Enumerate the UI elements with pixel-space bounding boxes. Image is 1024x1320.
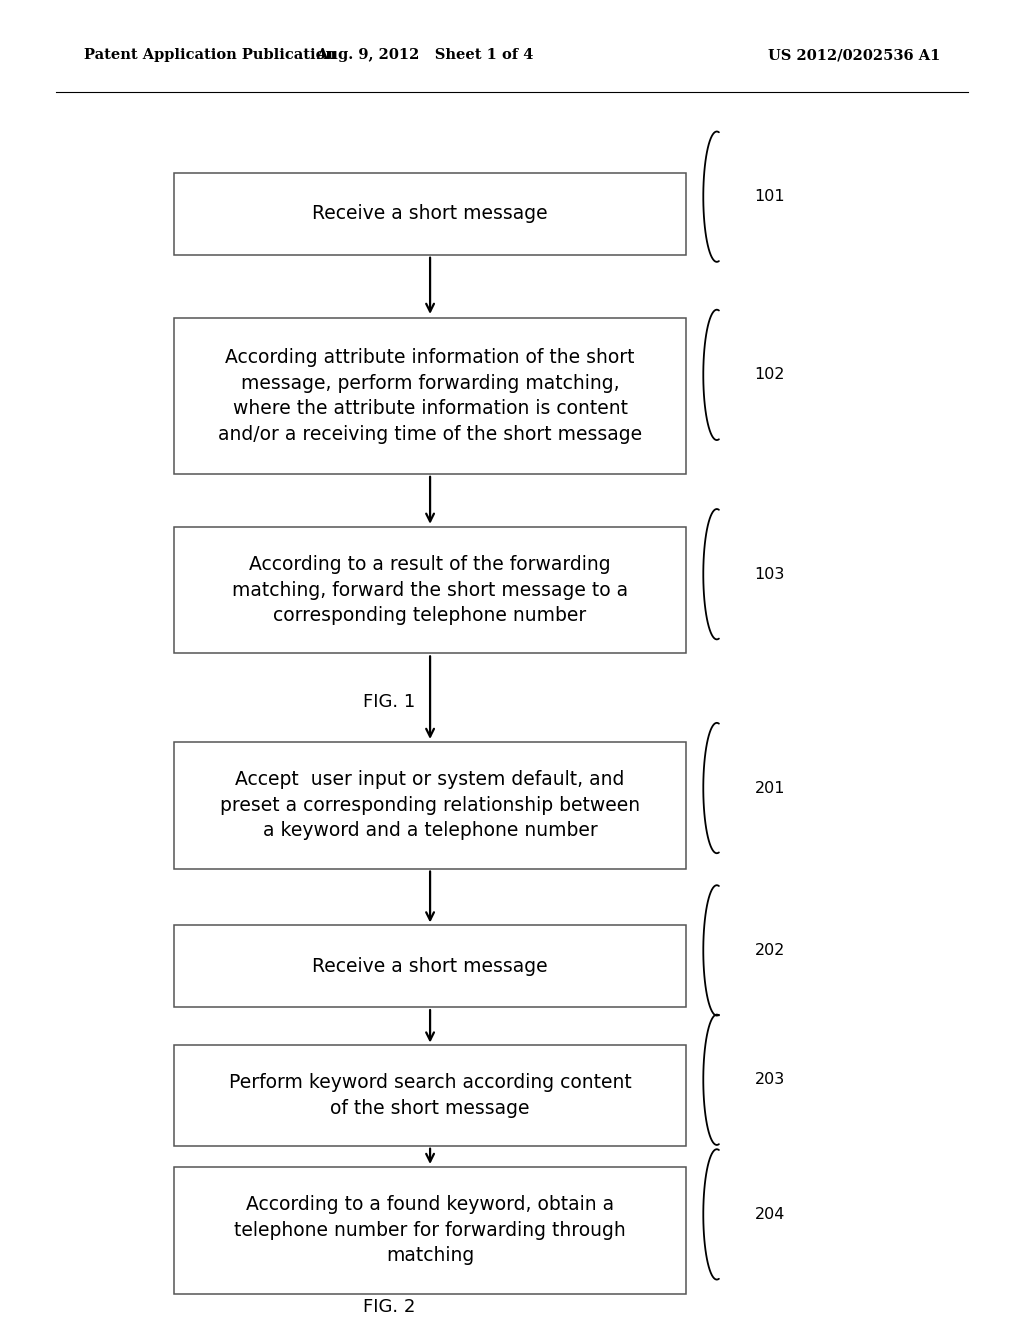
Text: Aug. 9, 2012   Sheet 1 of 4: Aug. 9, 2012 Sheet 1 of 4 <box>316 49 534 62</box>
FancyBboxPatch shape <box>174 742 686 869</box>
Text: US 2012/0202536 A1: US 2012/0202536 A1 <box>768 49 940 62</box>
Text: According attribute information of the short
message, perform forwarding matchin: According attribute information of the s… <box>218 348 642 444</box>
FancyBboxPatch shape <box>174 173 686 255</box>
Text: According to a found keyword, obtain a
telephone number for forwarding through
m: According to a found keyword, obtain a t… <box>234 1195 626 1266</box>
FancyBboxPatch shape <box>174 527 686 653</box>
FancyBboxPatch shape <box>174 925 686 1007</box>
FancyBboxPatch shape <box>174 318 686 474</box>
Text: 202: 202 <box>755 942 785 958</box>
Text: 102: 102 <box>755 367 785 383</box>
FancyBboxPatch shape <box>174 1167 686 1294</box>
Text: FIG. 2: FIG. 2 <box>362 1298 416 1316</box>
Text: 103: 103 <box>755 566 785 582</box>
FancyBboxPatch shape <box>174 1045 686 1146</box>
Text: 201: 201 <box>755 780 785 796</box>
Text: Receive a short message: Receive a short message <box>312 205 548 223</box>
Text: According to a result of the forwarding
matching, forward the short message to a: According to a result of the forwarding … <box>232 554 628 626</box>
Text: Receive a short message: Receive a short message <box>312 957 548 975</box>
Text: 203: 203 <box>755 1072 785 1088</box>
Text: 204: 204 <box>755 1206 785 1222</box>
Text: Accept  user input or system default, and
preset a corresponding relationship be: Accept user input or system default, and… <box>220 770 640 841</box>
Text: Perform keyword search according content
of the short message: Perform keyword search according content… <box>228 1073 632 1118</box>
Text: Patent Application Publication: Patent Application Publication <box>84 49 336 62</box>
Text: FIG. 1: FIG. 1 <box>362 693 416 711</box>
Text: 101: 101 <box>755 189 785 205</box>
